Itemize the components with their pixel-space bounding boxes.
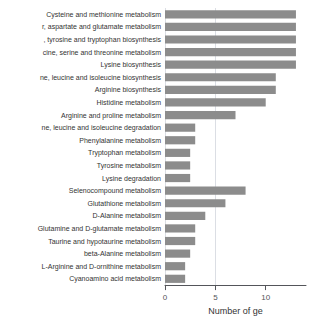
- svg-text:cine, serine and threonine met: cine, serine and threonine metabolism: [43, 49, 161, 56]
- svg-text:D-Alanine metabolism: D-Alanine metabolism: [93, 212, 162, 219]
- svg-text:Lysine biosynthesis: Lysine biosynthesis: [101, 61, 162, 69]
- svg-text:Tryptophan metabolism: Tryptophan metabolism: [88, 149, 161, 157]
- svg-text:Histidine metabolism: Histidine metabolism: [96, 99, 161, 106]
- svg-text:ne, leucine and isoleucine deg: ne, leucine and isoleucine degradation: [42, 124, 162, 132]
- svg-text:Glutamine and D-glutamate meta: Glutamine and D-glutamate metabolism: [38, 225, 162, 233]
- svg-text:, tyrosine and tryptophan bios: , tyrosine and tryptophan biosynthesis: [43, 36, 161, 44]
- svg-text:Lysine degradation: Lysine degradation: [102, 175, 161, 183]
- svg-text:Arginine biosynthesis: Arginine biosynthesis: [95, 86, 162, 94]
- svg-text:r, aspartate and glutamate met: r, aspartate and glutamate metabolism: [42, 23, 161, 31]
- svg-text:Cyanoamino acid metabolism: Cyanoamino acid metabolism: [69, 275, 161, 283]
- svg-text:0: 0: [163, 293, 168, 302]
- svg-text:beta-Alanine metabolism: beta-Alanine metabolism: [84, 250, 161, 257]
- svg-text:Phenylalanine metabolism: Phenylalanine metabolism: [79, 137, 161, 145]
- svg-text:ne, leucine and isoleucine bio: ne, leucine and isoleucine biosynthesis: [40, 74, 162, 82]
- svg-text:L-Arginine and D-ornithine met: L-Arginine and D-ornithine metabolism: [42, 263, 162, 271]
- svg-text:Arginine and proline metabolis: Arginine and proline metabolism: [61, 112, 161, 120]
- svg-text:Tyrosine metabolism: Tyrosine metabolism: [97, 162, 161, 170]
- svg-text:Number of ge: Number of ge: [208, 306, 263, 316]
- svg-text:5: 5: [213, 293, 218, 302]
- svg-text:Cysteine and methionine metabo: Cysteine and methionine metabolism: [46, 11, 161, 19]
- svg-text:Glutathione metabolism: Glutathione metabolism: [87, 200, 161, 207]
- svg-text:Taurine and hypotaurine metabo: Taurine and hypotaurine metabolism: [48, 238, 161, 246]
- svg-text:10: 10: [261, 293, 270, 302]
- svg-text:Selenocompound metabolism: Selenocompound metabolism: [69, 187, 161, 195]
